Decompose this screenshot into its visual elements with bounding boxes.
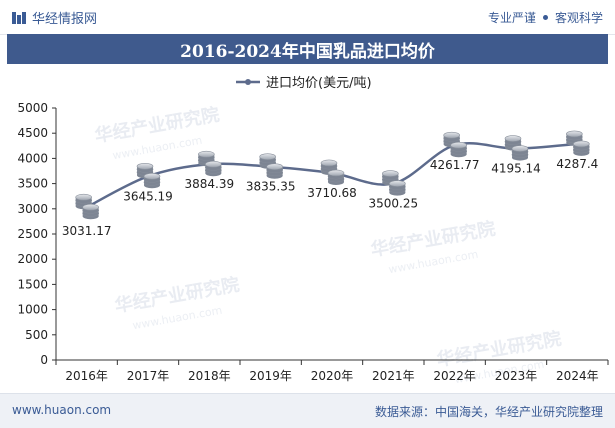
coin-top [511, 145, 529, 152]
data-source: 数据来源：中国海关，华经产业研究院整理 [374, 405, 603, 419]
coin-stack-marker [443, 131, 467, 158]
top-bar: 华经情报网 专业严谨 客观科学 [0, 0, 615, 35]
data-label: 3031.17 [62, 224, 112, 238]
coin-top [573, 140, 590, 148]
legend-marker-icon [245, 79, 251, 85]
y-axis: 0 500 1000 1500 2000 2500 3000 3500 4000 4500 5000 [17, 101, 57, 367]
data-label: 4195.14 [491, 162, 541, 176]
coin-top [266, 163, 283, 170]
y-tick-label: 2000 [17, 252, 48, 266]
coin-top [450, 141, 467, 149]
coin-top [566, 130, 583, 138]
bottom-bar: www.huaon.com 数据来源：中国海关，华经产业研究院整理 [0, 393, 615, 428]
coin-stack-marker [320, 159, 345, 185]
x-tick-label: 2021年 [372, 369, 415, 383]
coin-top [198, 150, 215, 158]
y-tick-label: 1000 [17, 303, 48, 317]
tagline: 专业严谨 客观科学 [488, 9, 603, 26]
y-tick-label: 0 [40, 353, 48, 367]
brand-name: 华经情报网 [32, 12, 98, 27]
data-label: 3500.25 [369, 197, 419, 211]
x-tick-label: 2018年 [188, 369, 231, 383]
y-tick-label: 500 [25, 328, 48, 342]
coin-top [259, 153, 276, 160]
y-tick-label: 2500 [17, 227, 48, 241]
y-tick-label: 3500 [17, 177, 48, 191]
data-label: 4261.77 [430, 158, 480, 172]
coin-top [389, 180, 406, 187]
x-axis: 2016年 2017年 2018年 2019年 2020年 2021年 2022年 2023年… [55, 359, 609, 383]
x-tick-label: 2020年 [311, 369, 354, 383]
coin-top [205, 160, 222, 168]
markers [75, 130, 590, 220]
y-tick-label: 4000 [17, 151, 48, 165]
coin-stack-marker [259, 153, 283, 179]
coin-top [327, 169, 345, 177]
coin-top [75, 193, 92, 201]
tagline-left: 专业严谨 [487, 11, 536, 25]
x-tick-label: 2023年 [495, 369, 538, 383]
coin-top [136, 162, 154, 170]
data-label: 3645.19 [123, 189, 173, 203]
data-label: 4287.4 [556, 157, 598, 171]
tagline-right: 客观科学 [554, 11, 603, 25]
data-labels: 3031.17 3645.19 3884.39 3835.35 3710.68 3500.… [62, 157, 598, 238]
x-tick-label: 2019年 [249, 369, 292, 383]
coin-top [82, 203, 99, 211]
coin-top [320, 159, 338, 167]
coin-top [504, 135, 522, 142]
coin-top [143, 172, 161, 180]
coin-stack-marker [382, 170, 406, 196]
x-tick-label: 2024年 [556, 369, 599, 383]
site-link[interactable]: www.huaon.com [12, 403, 112, 417]
line-chart: 华经产业研究院www.huaon.com华经产业研究院www.huaon.com… [17, 76, 609, 386]
coin-stack-marker [198, 150, 222, 177]
legend: 进口均价(美元/吨) [236, 76, 372, 91]
coin-stack-marker [136, 162, 161, 189]
chart-title-bar: 2016-2024年中国乳品进口均价 [7, 34, 608, 64]
data-label: 3710.68 [307, 186, 357, 200]
coin-stack-marker [75, 193, 99, 220]
y-tick-label: 3000 [17, 202, 48, 216]
data-label: 3884.39 [185, 177, 235, 191]
tagline-separator-icon [542, 15, 548, 20]
y-tick-label: 4500 [17, 126, 48, 140]
coin-stack-marker [504, 135, 529, 161]
coin-stack-marker [566, 130, 590, 156]
x-tick-label: 2016年 [65, 369, 108, 383]
brand-logo-icon [12, 11, 26, 24]
data-label: 3835.35 [246, 180, 296, 194]
coin-top [382, 170, 399, 177]
x-tick-label: 2017年 [127, 369, 170, 383]
x-tick-label: 2022年 [433, 369, 476, 383]
legend-label: 进口均价(美元/吨) [266, 76, 372, 91]
chart-title: 2016-2024年中国乳品进口均价 [180, 41, 435, 62]
brand[interactable]: 华经情报网 [12, 8, 97, 27]
y-tick-label: 5000 [17, 101, 48, 115]
coin-top [443, 131, 460, 139]
y-tick-label: 1500 [17, 277, 48, 291]
